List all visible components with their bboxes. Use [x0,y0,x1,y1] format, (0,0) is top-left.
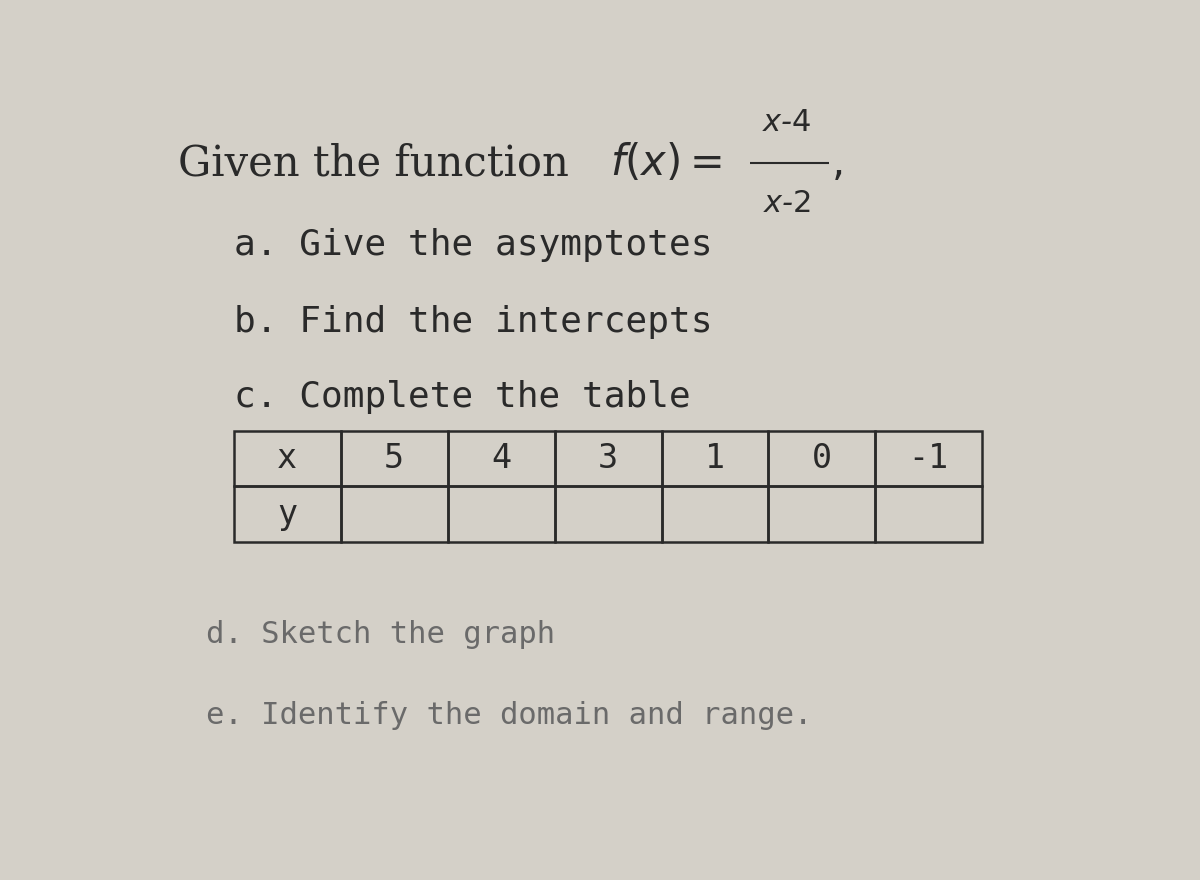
Text: 1: 1 [704,442,725,475]
Text: $x$-$4$: $x$-$4$ [762,108,812,137]
Bar [876,487,983,542]
Bar [234,487,341,542]
Bar [661,487,768,542]
Text: ,: , [832,143,845,184]
Bar [341,431,448,487]
Bar [448,487,554,542]
Text: Given the function: Given the function [178,143,582,184]
Text: d. Sketch the graph: d. Sketch the graph [206,620,554,649]
Bar [554,431,661,487]
Text: b. Find the intercepts: b. Find the intercepts [234,305,713,340]
Bar [876,431,983,487]
Text: -1: -1 [908,442,949,475]
Text: $f(x)=$: $f(x)=$ [611,143,722,184]
Bar [768,431,876,487]
Text: 4: 4 [491,442,511,475]
Bar [554,487,661,542]
Text: $x$-$2$: $x$-$2$ [763,189,811,218]
Bar [234,431,341,487]
Bar [341,487,448,542]
Text: 5: 5 [384,442,404,475]
Text: a. Give the asymptotes: a. Give the asymptotes [234,228,713,261]
Text: x: x [277,442,298,475]
Bar [661,431,768,487]
Text: y: y [277,498,298,531]
Text: 3: 3 [598,442,618,475]
Bar [768,487,876,542]
Bar [448,431,554,487]
Text: c. Complete the table: c. Complete the table [234,380,690,414]
Text: 0: 0 [812,442,832,475]
Text: e. Identify the domain and range.: e. Identify the domain and range. [206,701,812,730]
